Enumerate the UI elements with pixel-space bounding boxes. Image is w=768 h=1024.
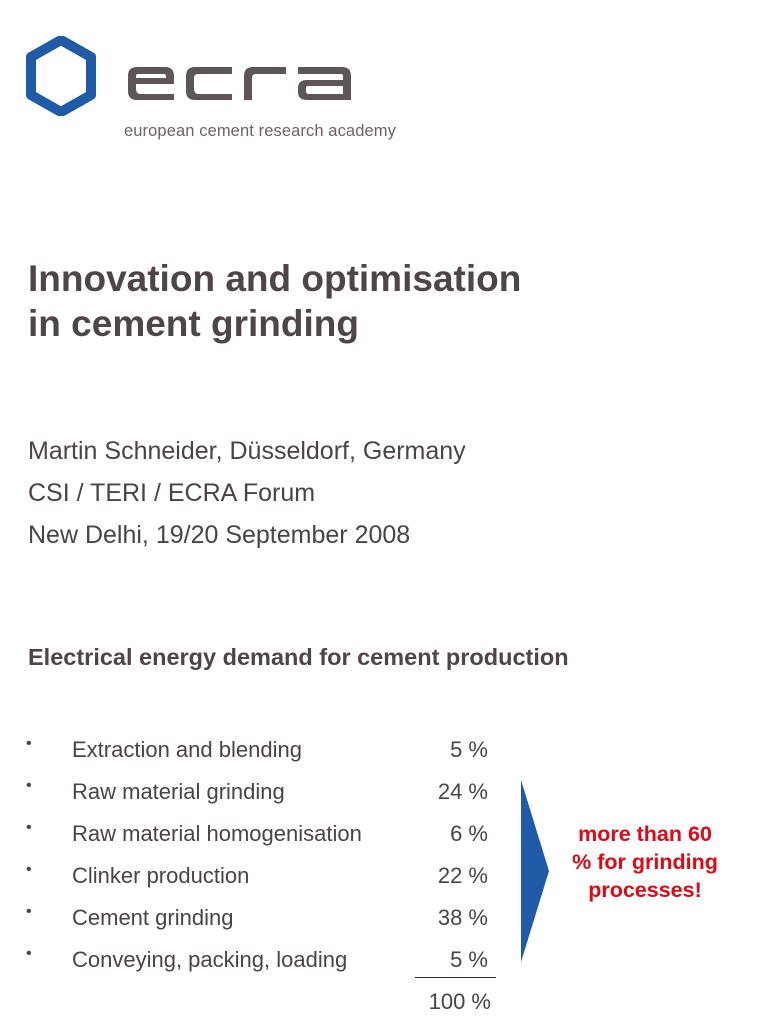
- title-line-1: Innovation and optimisation: [28, 258, 522, 299]
- item-value: 38 %: [437, 905, 488, 930]
- list-item: • Cement grinding 38 %: [26, 897, 496, 939]
- item-label: Cement grinding: [72, 905, 234, 930]
- date-line: New Delhi, 19/20 September 2008: [28, 521, 411, 549]
- item-label: Raw material homogenisation: [72, 821, 362, 846]
- grinding-callout: more than 60 % for grinding processes!: [572, 822, 718, 902]
- presentation-title: Innovation and optimisation in cement gr…: [28, 256, 521, 346]
- item-value: 6 %: [450, 821, 488, 846]
- bullet: •: [26, 903, 32, 920]
- bullet: •: [26, 819, 32, 836]
- bullet: •: [26, 861, 32, 878]
- bullet: •: [26, 777, 32, 794]
- section-heading: Electrical energy demand for cement prod…: [28, 644, 569, 670]
- brand-tagline: european cement research academy: [124, 122, 396, 140]
- arrow-right-icon: [521, 780, 549, 962]
- event-line: CSI / TERI / ECRA Forum: [28, 479, 316, 507]
- bullet: •: [26, 735, 32, 752]
- bullet: •: [26, 945, 32, 962]
- item-value: 22 %: [437, 863, 488, 888]
- list-item: • Raw material grinding 24 %: [26, 771, 496, 813]
- item-label: Clinker production: [72, 863, 250, 888]
- sum-divider: [415, 977, 496, 978]
- total-value: 100 %: [428, 989, 491, 1014]
- item-value: 5 %: [450, 947, 488, 972]
- item-value: 24 %: [437, 779, 488, 804]
- item-label: Raw material grinding: [72, 779, 285, 804]
- ecra-wordmark: [128, 67, 351, 100]
- item-label: Conveying, packing, loading: [72, 947, 348, 972]
- item-label: Extraction and blending: [72, 737, 302, 762]
- title-line-2: in cement grinding: [28, 303, 359, 344]
- item-value: 5 %: [450, 737, 488, 762]
- list-item: • Conveying, packing, loading 5 %: [26, 939, 496, 981]
- author-line: Martin Schneider, Düsseldorf, Germany: [28, 437, 466, 465]
- list-item: • Clinker production 22 %: [26, 855, 496, 897]
- hexagon-logo-icon: [26, 36, 96, 116]
- list-item: • Raw material homogenisation 6 %: [26, 813, 496, 855]
- list-item: • Extraction and blending 5 %: [26, 729, 496, 771]
- presentation-meta: Martin Schneider, Düsseldorf, Germany CS…: [28, 430, 466, 556]
- energy-demand-list: • Extraction and blending 5 % • Raw mate…: [26, 729, 496, 981]
